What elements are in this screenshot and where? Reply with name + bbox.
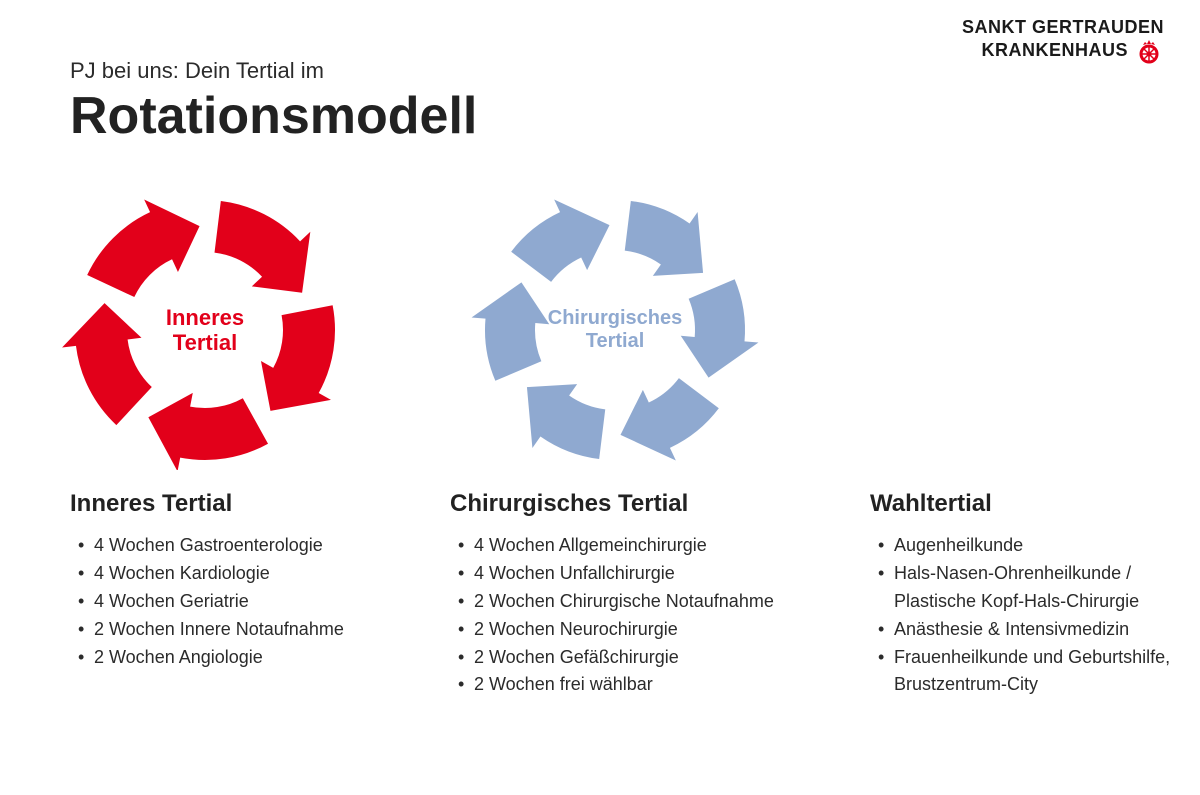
list-item: Frauenheilkunde und Geburtshilfe, Brustz…	[878, 644, 1200, 700]
page-root: SANKT GERTRAUDEN KRANKENHAUS PJ bei u	[0, 0, 1200, 795]
cycles-row: Inneres Tertial Chirurgisches Tertial	[60, 190, 1140, 470]
cycle-arrow-segment	[511, 199, 609, 281]
cycle-arrow-segment	[148, 393, 268, 470]
column-chirurgisches: Chirurgisches Tertial 4 Wochen Allgemein…	[450, 490, 830, 699]
list-item: 2 Wochen Gefäßchirurgie	[458, 644, 830, 672]
list-item: 2 Wochen Innere Notaufnahme	[78, 616, 410, 644]
column-inneres: Inneres Tertial 4 Wochen Gastroenterolog…	[70, 490, 410, 699]
list-item: 2 Wochen Neurochirurgie	[458, 616, 830, 644]
column-heading-wahltertial: Wahltertial	[870, 490, 1200, 518]
logo-line-1: SANKT GERTRAUDEN	[962, 18, 1164, 37]
list-item: 2 Wochen Chirurgische Notaufnahme	[458, 588, 830, 616]
logo-text-2: KRANKENHAUS	[981, 41, 1128, 60]
list-item: 2 Wochen frei wählbar	[458, 671, 830, 699]
logo-line-2: KRANKENHAUS	[962, 37, 1164, 65]
page-header: PJ bei uns: Dein Tertial im Rotationsmod…	[70, 58, 1140, 146]
column-list-wahltertial: AugenheilkundeHals-Nasen-Ohrenheilkunde …	[870, 532, 1200, 699]
cycle-arrow-segment	[62, 303, 152, 425]
cycle-label-inneres-l2: Tertial	[173, 330, 237, 355]
columns-row: Inneres Tertial 4 Wochen Gastroenterolog…	[70, 490, 1140, 699]
cycle-label-chir-l1: Chirurgisches	[548, 307, 682, 329]
cycle-inneres: Inneres Tertial	[60, 190, 350, 470]
list-item: 4 Wochen Geriatrie	[78, 588, 410, 616]
list-item: Augenheilkunde	[878, 532, 1200, 560]
cycle-arrow-segment	[625, 201, 703, 276]
cycle-label-chir-l2: Tertial	[586, 330, 645, 352]
logo-wheel-icon	[1134, 37, 1164, 65]
logo-text-1: SANKT GERTRAUDEN	[962, 18, 1164, 37]
page-title: Rotationsmodell	[70, 86, 1140, 146]
list-item: 4 Wochen Unfallchirurgie	[458, 560, 830, 588]
hospital-logo: SANKT GERTRAUDEN KRANKENHAUS	[962, 18, 1164, 65]
column-list-inneres: 4 Wochen Gastroenterologie4 Wochen Kardi…	[70, 532, 410, 671]
cycle-arrow-segment	[472, 282, 550, 380]
column-list-chirurgisches: 4 Wochen Allgemeinchirurgie4 Wochen Unfa…	[450, 532, 830, 699]
cycle-arrow-segment	[87, 199, 199, 297]
column-heading-inneres: Inneres Tertial	[70, 490, 410, 518]
cycle-label-inneres-l1: Inneres	[166, 305, 244, 330]
cycle-arrow-segment	[620, 378, 718, 460]
list-item: 4 Wochen Kardiologie	[78, 560, 410, 588]
column-wahltertial: Wahltertial AugenheilkundeHals-Nasen-Ohr…	[870, 490, 1200, 699]
cycle-arrow-segment	[681, 279, 759, 377]
cycle-chirurgisches: Chirurgisches Tertial	[470, 190, 760, 470]
list-item: Anästhesie & Intensivmedizin	[878, 616, 1200, 644]
cycle-label-chirurgisches: Chirurgisches Tertial	[548, 307, 682, 353]
cycle-arrow-segment	[215, 201, 311, 293]
list-item: 4 Wochen Allgemeinchirurgie	[458, 532, 830, 560]
cycle-arrow-segment	[527, 384, 605, 459]
column-heading-chirurgisches: Chirurgisches Tertial	[450, 490, 830, 518]
cycle-label-inneres: Inneres Tertial	[166, 305, 244, 356]
list-item: 2 Wochen Angiologie	[78, 644, 410, 672]
cycle-arrow-segment	[261, 305, 335, 411]
list-item: Hals-Nasen-Ohrenheilkunde / Plastische K…	[878, 560, 1200, 616]
list-item: 4 Wochen Gastroenterologie	[78, 532, 410, 560]
